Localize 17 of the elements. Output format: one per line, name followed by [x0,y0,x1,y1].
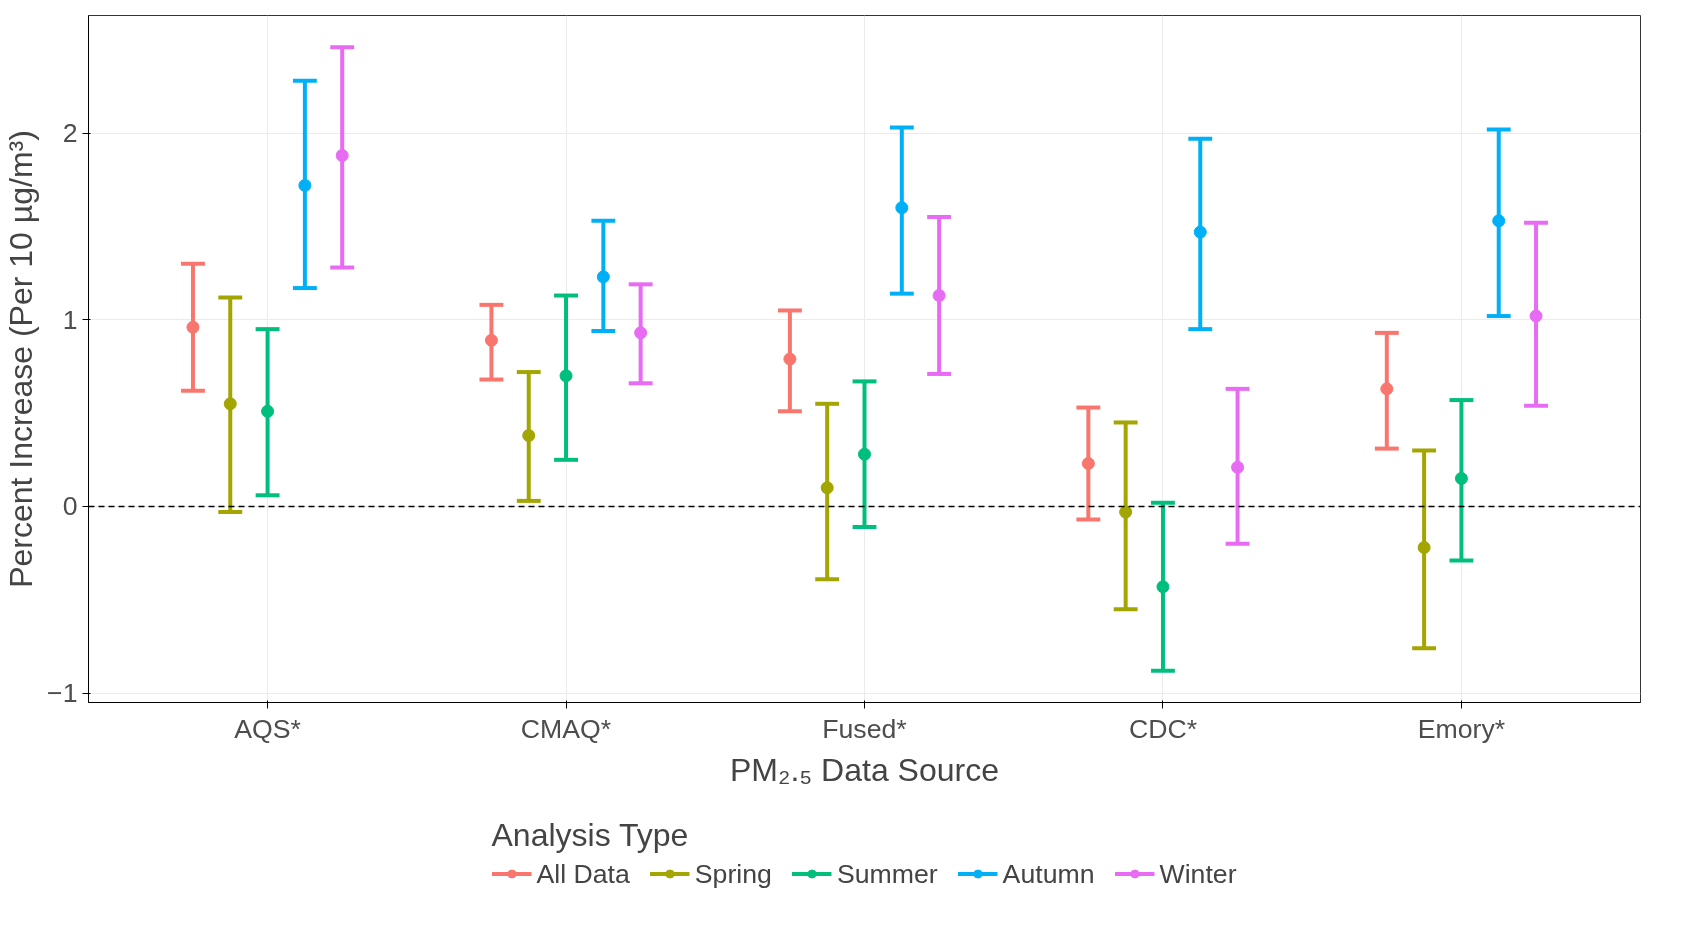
legend-label: All Data [536,858,630,889]
y-tick-label: −1 [47,678,78,709]
legend-title: Analysis Type [491,816,690,853]
legend-label: Winter [1159,858,1237,889]
x-tick-label: Fused* [822,713,907,744]
x-axis-title: PM₂.₅ Data Source [730,751,999,788]
x-tick-label: CDC* [1128,713,1198,744]
y-tick-label: 0 [62,491,78,522]
x-tick-label: Emory* [1417,713,1506,744]
y-axis-title: Percent Increase (Per 10 µg/m³) [3,130,40,588]
legend-label: Spring [694,858,772,889]
x-tick-label: AQS* [234,713,301,744]
legend-label: Autumn [1002,858,1095,889]
legend-label: Summer [836,858,938,889]
y-tick-label: 2 [62,118,78,149]
x-tick-label: CMAQ* [520,713,612,744]
y-tick-label: 1 [62,304,78,335]
